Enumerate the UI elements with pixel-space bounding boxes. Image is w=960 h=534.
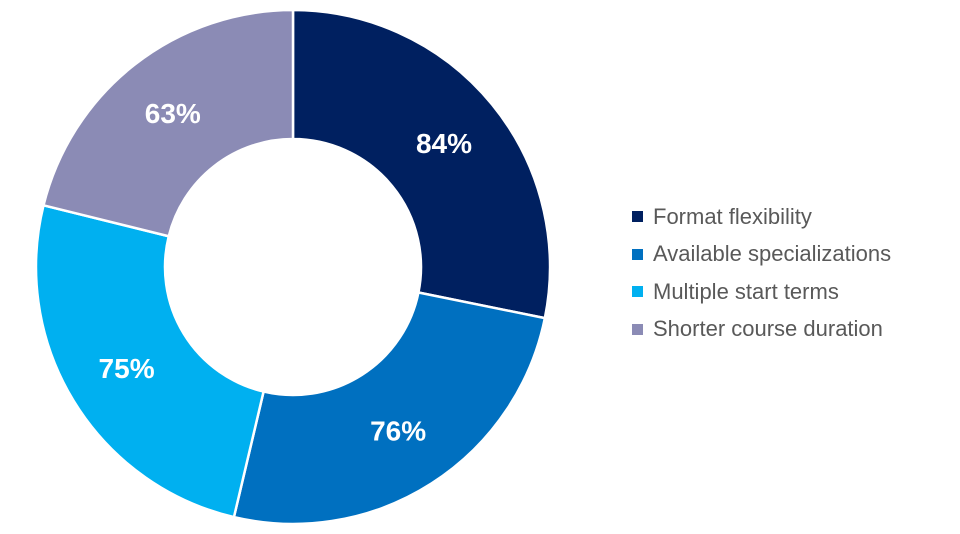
legend-swatch <box>632 323 643 335</box>
legend-label: Shorter course duration <box>653 316 883 342</box>
legend-label: Format flexibility <box>653 203 812 229</box>
slice-data-label: 76% <box>370 416 426 447</box>
legend-label: Available specializations <box>653 241 892 267</box>
legend-swatch <box>632 211 643 223</box>
legend-item: Shorter course duration <box>632 311 891 349</box>
legend-item: Format flexibility <box>632 198 891 236</box>
slice-data-label: 75% <box>99 353 155 384</box>
legend-swatch <box>632 286 643 298</box>
donut-slice <box>34 204 265 519</box>
slice-data-label: 63% <box>145 98 201 129</box>
slice-data-label: 84% <box>416 128 472 159</box>
legend-item: Available specializations <box>632 236 891 274</box>
legend-label: Multiple start terms <box>653 278 839 304</box>
donut-chart: 84% 76% 75% 63% <box>34 8 552 526</box>
legend: Format flexibility Available specializat… <box>632 198 891 348</box>
legend-item: Multiple start terms <box>632 273 891 311</box>
donut-slice <box>42 8 295 238</box>
donut-slice <box>291 8 552 320</box>
legend-swatch <box>632 248 643 260</box>
donut-slice <box>232 291 547 526</box>
